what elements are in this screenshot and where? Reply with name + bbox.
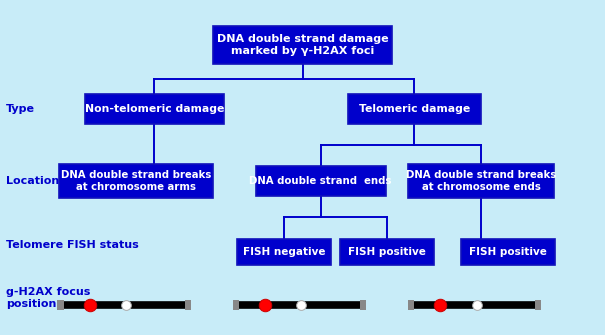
FancyBboxPatch shape bbox=[233, 300, 239, 310]
FancyBboxPatch shape bbox=[57, 300, 64, 310]
Text: Telomere FISH status: Telomere FISH status bbox=[6, 240, 139, 250]
FancyBboxPatch shape bbox=[59, 164, 214, 198]
Text: DNA double strand breaks
at chromosome ends: DNA double strand breaks at chromosome e… bbox=[406, 170, 556, 192]
FancyBboxPatch shape bbox=[214, 26, 391, 64]
FancyBboxPatch shape bbox=[255, 166, 386, 196]
Text: Type: Type bbox=[6, 104, 35, 114]
Text: FISH negative: FISH negative bbox=[243, 247, 325, 257]
Text: FISH positive: FISH positive bbox=[348, 247, 426, 257]
FancyBboxPatch shape bbox=[408, 300, 414, 310]
FancyBboxPatch shape bbox=[340, 239, 434, 265]
Text: Telomeric damage: Telomeric damage bbox=[359, 104, 470, 114]
Text: FISH positive: FISH positive bbox=[469, 247, 547, 257]
FancyBboxPatch shape bbox=[408, 164, 554, 198]
FancyBboxPatch shape bbox=[85, 94, 224, 124]
Text: Non-telomeric damage: Non-telomeric damage bbox=[85, 104, 224, 114]
Text: DNA double strand breaks
at chromosome arms: DNA double strand breaks at chromosome a… bbox=[61, 170, 211, 192]
FancyBboxPatch shape bbox=[237, 239, 332, 265]
FancyBboxPatch shape bbox=[185, 300, 191, 310]
Text: DNA double strand damage
marked by γ-H2AX foci: DNA double strand damage marked by γ-H2A… bbox=[217, 34, 388, 56]
Text: Location: Location bbox=[6, 176, 59, 186]
FancyBboxPatch shape bbox=[535, 300, 541, 310]
FancyBboxPatch shape bbox=[348, 94, 481, 124]
Text: DNA double strand  ends: DNA double strand ends bbox=[249, 176, 392, 186]
Text: g-H2AX focus
position: g-H2AX focus position bbox=[6, 287, 90, 309]
FancyBboxPatch shape bbox=[360, 300, 366, 310]
FancyBboxPatch shape bbox=[461, 239, 555, 265]
